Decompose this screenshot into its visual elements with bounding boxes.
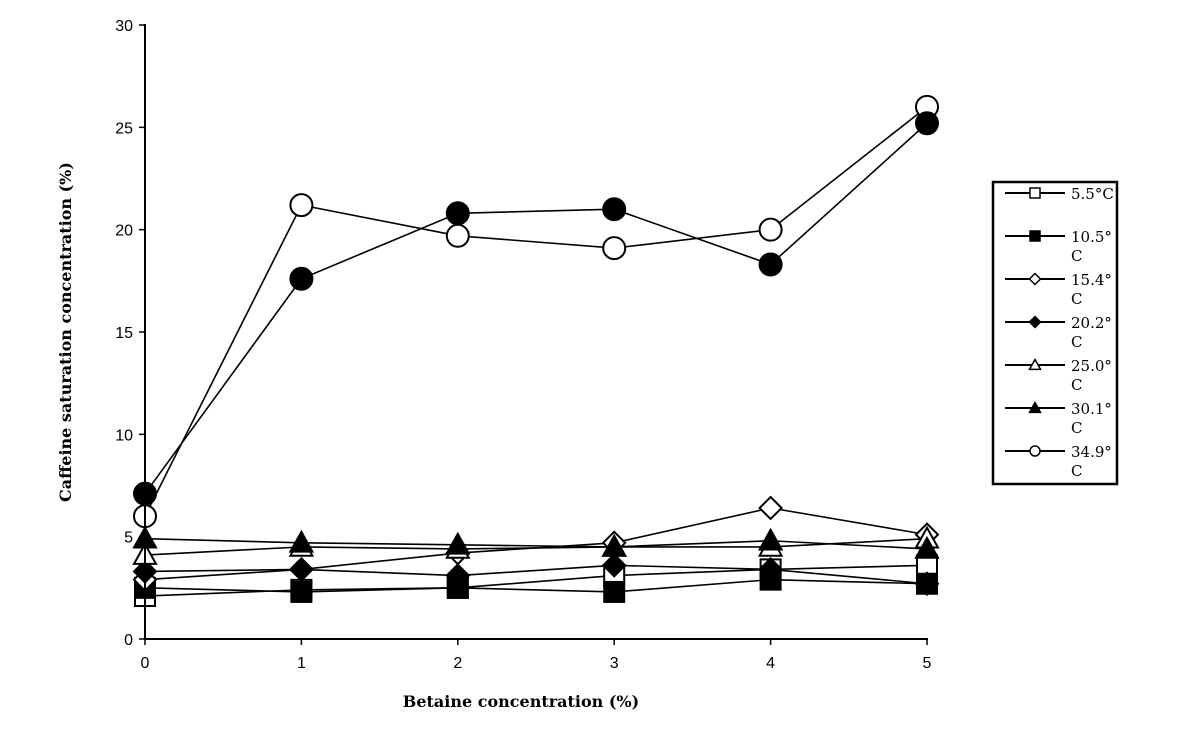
data-point <box>758 252 783 277</box>
legend-label-cont: C <box>1071 462 1082 480</box>
data-point <box>602 236 627 261</box>
data-point <box>602 197 627 222</box>
data-point <box>288 556 314 582</box>
legend-marker <box>1028 272 1042 286</box>
legend-label-cont: C <box>1071 333 1082 351</box>
data-point <box>445 531 471 555</box>
legend-marker <box>1029 445 1041 457</box>
legend-label-cont: C <box>1071 290 1082 308</box>
data-point <box>758 556 784 582</box>
data-point <box>758 217 783 242</box>
data-point <box>445 223 470 248</box>
legend-label: 30.1° <box>1071 400 1112 418</box>
y-tick-label: 10 <box>115 427 133 444</box>
x-tick-label: 3 <box>610 655 619 672</box>
data-point <box>757 527 784 551</box>
legend-marker <box>1029 187 1041 199</box>
legend-item: 34.9°C <box>1005 443 1112 480</box>
legend-item: 25.0°C <box>1005 357 1112 394</box>
data-point <box>289 266 314 291</box>
x-tick-label: 5 <box>923 655 932 672</box>
legend-marker <box>1028 315 1042 329</box>
data-point <box>288 529 315 553</box>
x-tick-label: 0 <box>141 655 150 672</box>
legend-box <box>991 180 1119 486</box>
data-point <box>915 111 939 136</box>
legend-item: 5.5°C <box>1005 185 1114 203</box>
legend-item: 15.4°C <box>1005 271 1112 308</box>
data-point <box>758 495 784 521</box>
legend: 5.5°C10.5°C15.4°C20.2°C25.0°C30.1°C34.9°… <box>991 180 1119 486</box>
legend-label: 34.9° <box>1071 443 1112 461</box>
legend-label: 10.5° <box>1071 228 1112 246</box>
y-tick-label: 5 <box>124 530 133 547</box>
series-line <box>144 564 928 585</box>
x-tick-label: 2 <box>453 655 462 672</box>
y-tick-label: 25 <box>115 120 133 137</box>
data-point <box>601 552 627 578</box>
series-2 <box>134 568 938 603</box>
data-point <box>290 580 313 603</box>
data-point <box>445 201 470 226</box>
series-layer <box>132 94 940 608</box>
data-point <box>914 571 940 597</box>
data-point <box>445 563 471 588</box>
legend-label: 25.0° <box>1071 357 1112 375</box>
legend-label: 20.2° <box>1071 314 1112 332</box>
x-axis-title: Betaine concentration (%) <box>403 692 639 711</box>
y-tick-label: 0 <box>124 632 133 649</box>
y-tick-label: 20 <box>115 223 133 240</box>
y-tick-label: 15 <box>115 325 133 342</box>
legend-item: 10.5°C <box>1005 228 1112 265</box>
series-7 <box>133 94 939 529</box>
legend-label: 5.5°C <box>1071 185 1114 203</box>
y-axis-title: Caffeine saturation concentration (%) <box>56 162 75 502</box>
y-tick-label: 30 <box>115 18 133 35</box>
legend-label: 15.4° <box>1071 271 1112 289</box>
x-tick-label: 4 <box>766 655 775 672</box>
series-line <box>144 537 928 556</box>
data-point <box>601 533 627 557</box>
data-point <box>603 580 626 603</box>
series-line <box>144 106 928 517</box>
x-tick-label: 1 <box>297 655 306 672</box>
legend-label-cont: C <box>1071 247 1082 265</box>
legend-marker <box>1028 357 1042 371</box>
series-line <box>144 122 928 495</box>
series-8 <box>133 111 939 506</box>
series-4 <box>132 552 940 597</box>
legend-item: 20.2°C <box>1005 314 1112 351</box>
axes: 0 5 10 15 20 25 30 0 1 2 3 4 5 <box>115 18 931 672</box>
legend-marker <box>1029 230 1041 242</box>
legend-label-cont: C <box>1071 376 1082 394</box>
legend-label-cont: C <box>1071 419 1082 437</box>
series-line <box>144 578 928 593</box>
data-point <box>289 193 314 218</box>
series-6 <box>132 525 940 559</box>
legend-marker <box>1028 400 1042 414</box>
legend-item: 30.1°C <box>1005 400 1112 437</box>
data-point <box>914 535 940 559</box>
series-line <box>144 537 928 550</box>
